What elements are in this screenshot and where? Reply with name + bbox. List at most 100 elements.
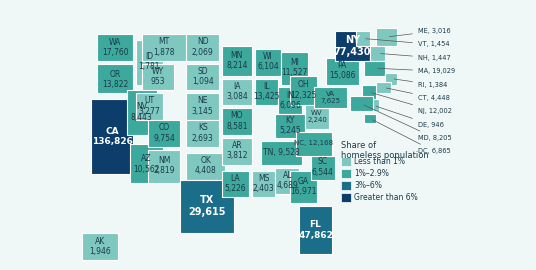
Text: AK
1,946: AK 1,946 <box>90 237 111 256</box>
Text: TN, 9,528: TN, 9,528 <box>263 148 300 157</box>
FancyBboxPatch shape <box>142 34 187 61</box>
Text: CO
9,754: CO 9,754 <box>153 123 175 143</box>
Text: MO
8,581: MO 8,581 <box>226 111 248 131</box>
Text: WY
953: WY 953 <box>151 67 166 86</box>
Text: GA
16,971: GA 16,971 <box>291 177 317 196</box>
Bar <box>341 157 351 166</box>
FancyBboxPatch shape <box>361 85 376 99</box>
Text: IN
6,096: IN 6,096 <box>279 90 301 110</box>
Text: DE, 946: DE, 946 <box>376 106 444 128</box>
Text: AZ
10,562: AZ 10,562 <box>133 154 160 174</box>
Text: MD, 8,205: MD, 8,205 <box>364 105 452 141</box>
Text: VA
7,625: VA 7,625 <box>321 91 340 104</box>
FancyBboxPatch shape <box>187 34 219 61</box>
FancyBboxPatch shape <box>222 46 252 76</box>
Bar <box>341 169 351 178</box>
Text: PA
15,086: PA 15,086 <box>329 61 355 80</box>
Text: OR
13,822: OR 13,822 <box>102 70 128 89</box>
Text: KS
2,693: KS 2,693 <box>192 123 213 143</box>
Text: VT, 1,454: VT, 1,454 <box>366 39 450 48</box>
FancyBboxPatch shape <box>376 28 397 46</box>
Text: TX
29,615: TX 29,615 <box>188 195 226 217</box>
FancyBboxPatch shape <box>97 64 133 93</box>
FancyBboxPatch shape <box>252 171 276 197</box>
FancyBboxPatch shape <box>148 120 181 147</box>
FancyBboxPatch shape <box>281 52 308 85</box>
Text: FL
47,862: FL 47,862 <box>298 220 333 240</box>
FancyBboxPatch shape <box>136 93 162 120</box>
Text: SD
1,094: SD 1,094 <box>192 67 213 86</box>
FancyBboxPatch shape <box>355 31 370 46</box>
FancyBboxPatch shape <box>83 233 118 260</box>
FancyBboxPatch shape <box>296 132 332 156</box>
Text: MI
11,527: MI 11,527 <box>281 58 308 77</box>
Text: AR
3,812: AR 3,812 <box>226 141 248 160</box>
FancyBboxPatch shape <box>314 87 347 108</box>
Text: WI
6,104: WI 6,104 <box>257 52 279 71</box>
Text: NE
3,145: NE 3,145 <box>192 96 213 116</box>
FancyBboxPatch shape <box>326 58 359 85</box>
FancyBboxPatch shape <box>222 79 252 105</box>
Text: NC, 12,168: NC, 12,168 <box>294 140 333 146</box>
Text: IA
3,084: IA 3,084 <box>226 82 248 101</box>
FancyBboxPatch shape <box>187 64 219 90</box>
Text: MS
2,403: MS 2,403 <box>252 174 274 193</box>
Text: NY
77,430: NY 77,430 <box>334 35 371 57</box>
Text: MT
1,878: MT 1,878 <box>153 37 175 56</box>
Bar <box>341 193 351 202</box>
FancyBboxPatch shape <box>299 206 332 254</box>
FancyBboxPatch shape <box>148 150 181 183</box>
FancyBboxPatch shape <box>376 82 391 93</box>
FancyBboxPatch shape <box>130 144 162 183</box>
Text: ME, 3,016: ME, 3,016 <box>390 28 451 37</box>
FancyBboxPatch shape <box>305 105 329 129</box>
FancyBboxPatch shape <box>278 87 302 114</box>
FancyBboxPatch shape <box>276 168 299 194</box>
Text: 3%–6%: 3%–6% <box>354 181 382 190</box>
FancyBboxPatch shape <box>127 90 157 135</box>
Text: OH
12,325: OH 12,325 <box>291 80 317 100</box>
Text: WA
17,760: WA 17,760 <box>102 38 129 57</box>
FancyBboxPatch shape <box>364 61 385 76</box>
FancyBboxPatch shape <box>364 114 376 123</box>
FancyBboxPatch shape <box>142 64 175 90</box>
Text: NJ, 12,002: NJ, 12,002 <box>371 93 452 114</box>
Text: Greater than 6%: Greater than 6% <box>354 193 418 202</box>
FancyBboxPatch shape <box>260 141 302 165</box>
Text: SC
6,544: SC 6,544 <box>312 157 334 177</box>
FancyBboxPatch shape <box>385 73 397 85</box>
Text: ND
2,069: ND 2,069 <box>192 37 213 56</box>
FancyBboxPatch shape <box>187 153 225 180</box>
Text: AL
4,689: AL 4,689 <box>277 171 298 190</box>
Bar <box>341 181 351 190</box>
Text: MN
8,214: MN 8,214 <box>226 51 248 70</box>
Text: CA
136,826: CA 136,826 <box>92 127 132 146</box>
Text: OK
4,408: OK 4,408 <box>195 156 217 175</box>
FancyBboxPatch shape <box>291 76 317 105</box>
FancyBboxPatch shape <box>136 40 162 85</box>
Text: NH, 1,447: NH, 1,447 <box>381 53 451 61</box>
FancyBboxPatch shape <box>97 34 133 61</box>
FancyBboxPatch shape <box>222 108 252 135</box>
FancyBboxPatch shape <box>91 99 133 174</box>
Text: DC, 6,865: DC, 6,865 <box>373 120 451 154</box>
FancyBboxPatch shape <box>255 79 278 105</box>
Text: IL
13,425: IL 13,425 <box>254 82 280 101</box>
Text: CT, 4,448: CT, 4,448 <box>386 88 450 101</box>
Text: 1%–2.9%: 1%–2.9% <box>354 169 389 178</box>
FancyBboxPatch shape <box>370 46 385 61</box>
Text: UT
3,277: UT 3,277 <box>138 96 160 116</box>
Text: Share of
homeless population: Share of homeless population <box>341 141 428 160</box>
FancyBboxPatch shape <box>349 96 374 111</box>
Text: LA
5,226: LA 5,226 <box>225 174 246 193</box>
Text: WV
2,240: WV 2,240 <box>307 110 327 123</box>
FancyBboxPatch shape <box>187 120 219 147</box>
Text: ID
1,781: ID 1,781 <box>138 52 160 71</box>
FancyBboxPatch shape <box>181 180 234 233</box>
Text: Less than 1%: Less than 1% <box>354 157 405 166</box>
Text: NM
2,819: NM 2,819 <box>153 156 175 175</box>
FancyBboxPatch shape <box>276 114 305 138</box>
Text: NV
8,443: NV 8,443 <box>131 102 153 122</box>
Text: RI, 1,384: RI, 1,384 <box>394 79 448 87</box>
FancyBboxPatch shape <box>187 93 219 120</box>
